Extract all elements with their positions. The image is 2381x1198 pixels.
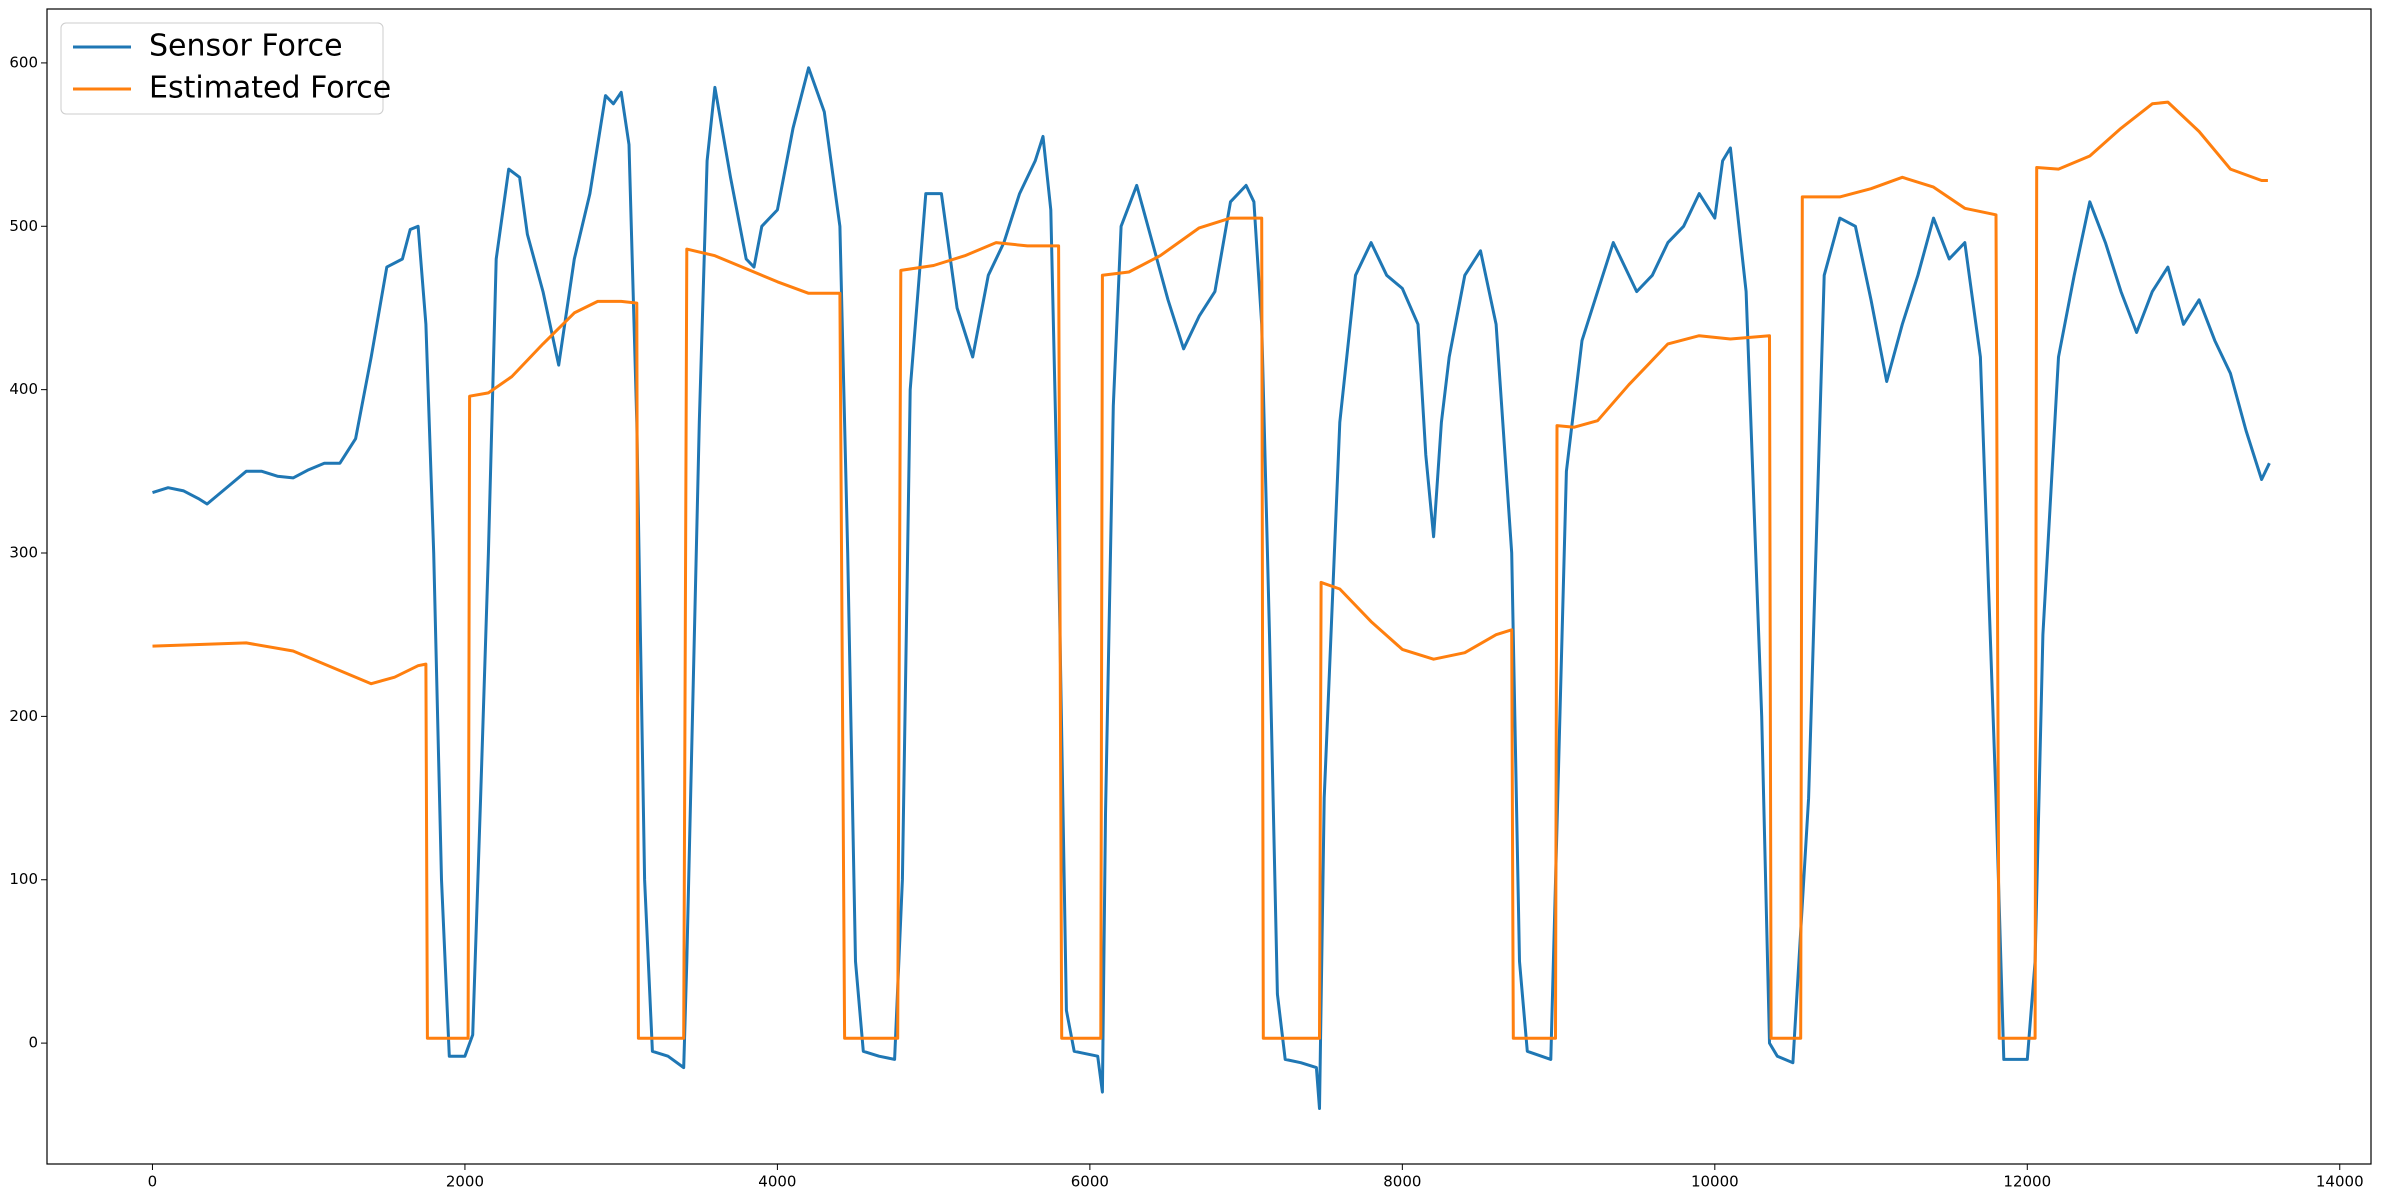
x-tick-label: 6000 <box>1071 1173 1109 1191</box>
y-tick-label: 400 <box>9 380 38 398</box>
legend-box <box>60 22 384 115</box>
x-tick-label: 12000 <box>2003 1173 2051 1191</box>
x-tick-label: 8000 <box>1383 1173 1421 1191</box>
y-tick-label: 100 <box>9 870 38 888</box>
plot-frame <box>46 8 2372 1165</box>
y-tick-label: 200 <box>9 707 38 725</box>
y-tick-label: 600 <box>9 53 38 71</box>
series-line <box>152 66 2271 1110</box>
series-line <box>152 100 2268 1040</box>
y-tick-label: 500 <box>9 217 38 235</box>
x-tick-label: 14000 <box>2316 1173 2364 1191</box>
legend-label: Estimated Force <box>149 71 391 106</box>
legend-label: Sensor Force <box>149 29 343 64</box>
y-tick-label: 0 <box>28 1034 38 1052</box>
x-tick-label: 2000 <box>446 1173 484 1191</box>
x-tick-label: 0 <box>148 1173 158 1191</box>
x-tick-label: 10000 <box>1691 1173 1739 1191</box>
y-tick-label: 300 <box>9 544 38 562</box>
x-tick-label: 4000 <box>758 1173 796 1191</box>
